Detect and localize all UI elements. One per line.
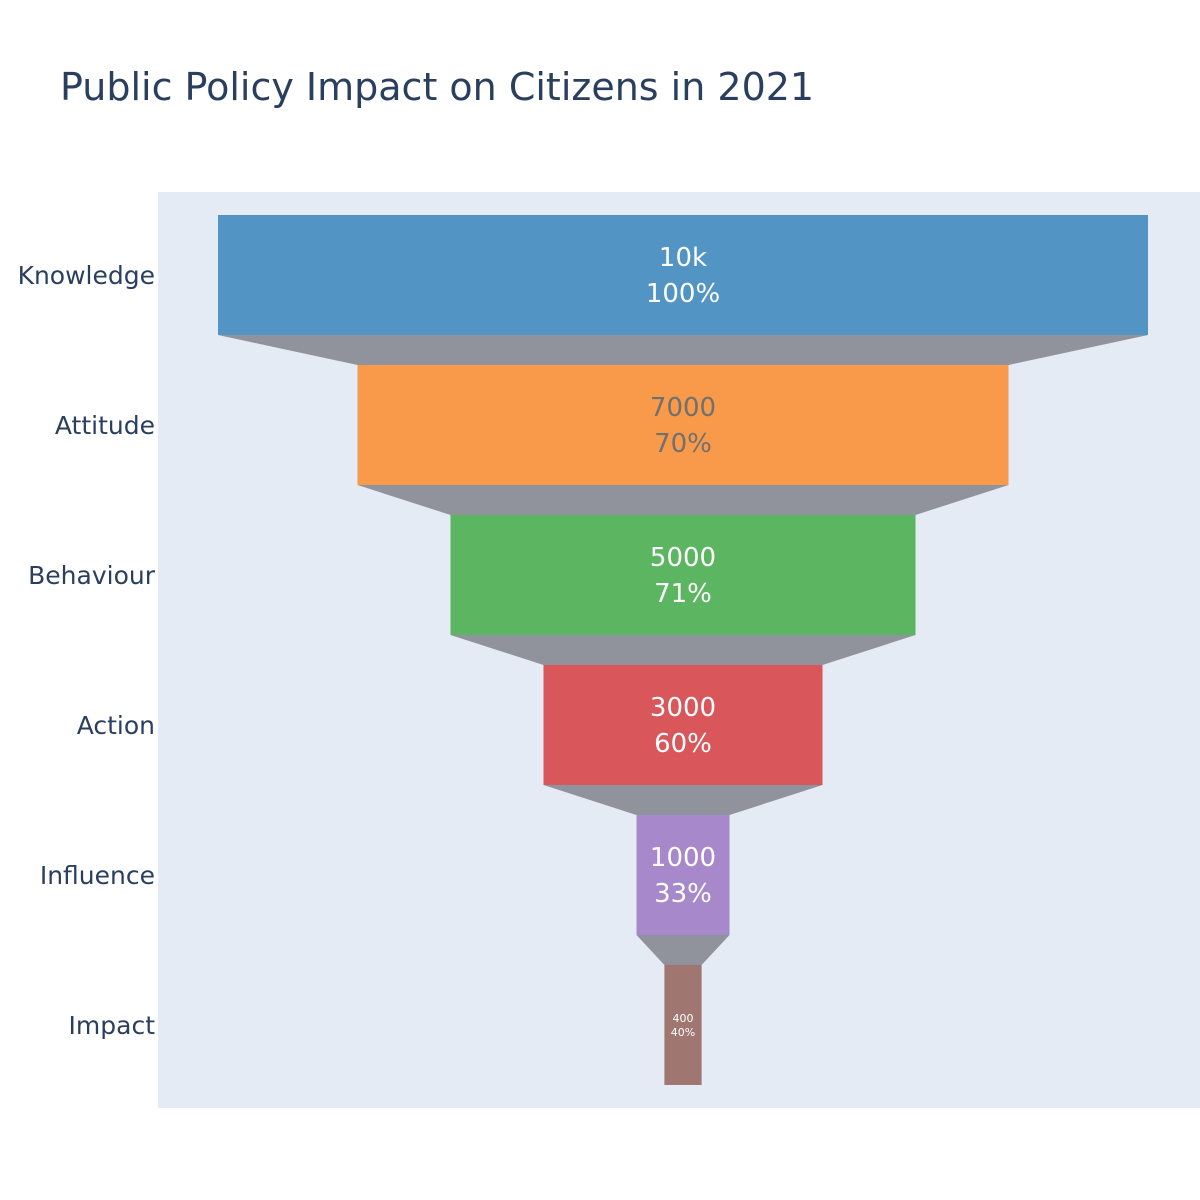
value-label-behaviour: 5000 [650,543,716,573]
connector-action [543,785,823,815]
connector-influence [636,935,730,965]
percent-label-attitude: 70% [654,429,712,459]
connector-attitude [357,485,1009,515]
category-label-action: Action [77,711,155,740]
value-label-knowledge: 10k [659,243,707,273]
category-label-behaviour: Behaviour [28,561,156,590]
value-label-impact: 400 [673,1012,694,1025]
funnel-connectors [218,335,1148,965]
percent-label-influence: 33% [654,879,712,909]
funnel-bar-behaviour [450,515,916,635]
connector-behaviour [450,635,916,665]
category-label-impact: Impact [69,1011,156,1040]
value-labels: 10k 100% 7000 70% 5000 71% 3000 60% 1000 33% 40040… [646,243,720,1039]
chart-title: Public Policy Impact on Citizens in 2021 [60,65,814,109]
funnel-bar-action [543,665,823,785]
value-label-action: 3000 [650,693,716,723]
funnel-bars [218,215,1148,1085]
connector-knowledge [218,335,1148,365]
funnel-bar-impact [664,965,702,1085]
category-label-knowledge: Knowledge [18,261,155,290]
funnel-bar-knowledge [218,215,1148,335]
percent-label-behaviour: 71% [654,579,712,609]
percent-label-knowledge: 100% [646,279,720,309]
category-label-influence: Influence [40,861,155,890]
funnel-bar-influence [636,815,730,935]
value-label-attitude: 7000 [650,393,716,423]
category-labels: Knowledge Attitude Behaviour Action Influenc… [18,261,156,1040]
percent-label-impact: 40% [671,1026,695,1039]
category-label-attitude: Attitude [55,411,155,440]
value-label-influence: 1000 [650,843,716,873]
funnel-bar-attitude [357,365,1009,485]
percent-label-action: 60% [654,729,712,759]
